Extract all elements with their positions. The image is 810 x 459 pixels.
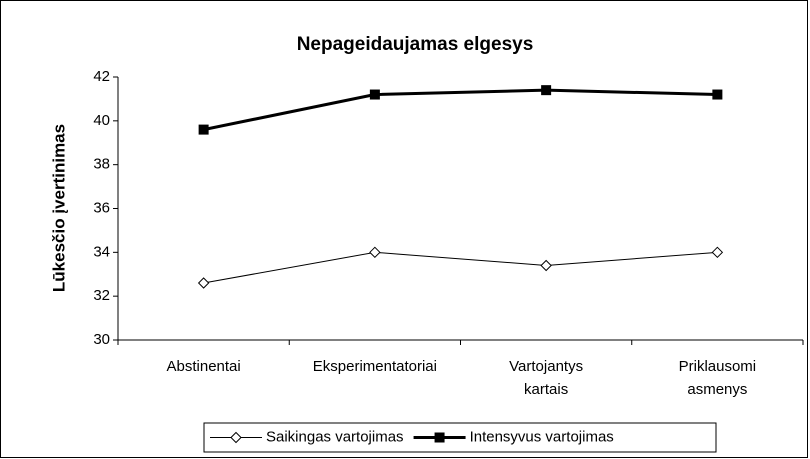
marker bbox=[230, 431, 242, 444]
marker bbox=[197, 277, 210, 289]
marker bbox=[541, 85, 552, 96]
legend-label: Intensyvus vartojimas bbox=[470, 428, 614, 445]
legend-label: Saikingas vartojimas bbox=[266, 428, 404, 445]
marker bbox=[198, 124, 209, 135]
chart-title: Nepageidaujamas elgesys bbox=[297, 34, 534, 55]
x-tick-label: Vartojantys kartais bbox=[509, 358, 583, 398]
x-tick-label: Abstinentai bbox=[167, 358, 241, 375]
x-tick-label: Eksperimentatoriai bbox=[313, 358, 437, 375]
y-tick-label: 38 bbox=[93, 156, 110, 173]
series-line bbox=[203, 88, 718, 132]
marker bbox=[369, 89, 380, 100]
y-tick-label: 40 bbox=[93, 112, 110, 129]
marker bbox=[711, 246, 724, 259]
series-line bbox=[203, 251, 718, 284]
marker bbox=[369, 246, 381, 259]
x-tick-label: Priklausomi asmenys bbox=[679, 358, 757, 398]
y-tick-label: 42 bbox=[93, 68, 110, 85]
y-axis-label: Lūkesčio įvertinimas bbox=[49, 124, 68, 292]
y-tick-label: 34 bbox=[93, 243, 110, 260]
marker bbox=[540, 259, 552, 272]
y-tick-label: 36 bbox=[93, 199, 110, 216]
marker bbox=[434, 432, 445, 443]
y-tick-label: 30 bbox=[93, 331, 110, 348]
marker bbox=[712, 89, 723, 100]
y-tick-label: 32 bbox=[93, 287, 110, 304]
